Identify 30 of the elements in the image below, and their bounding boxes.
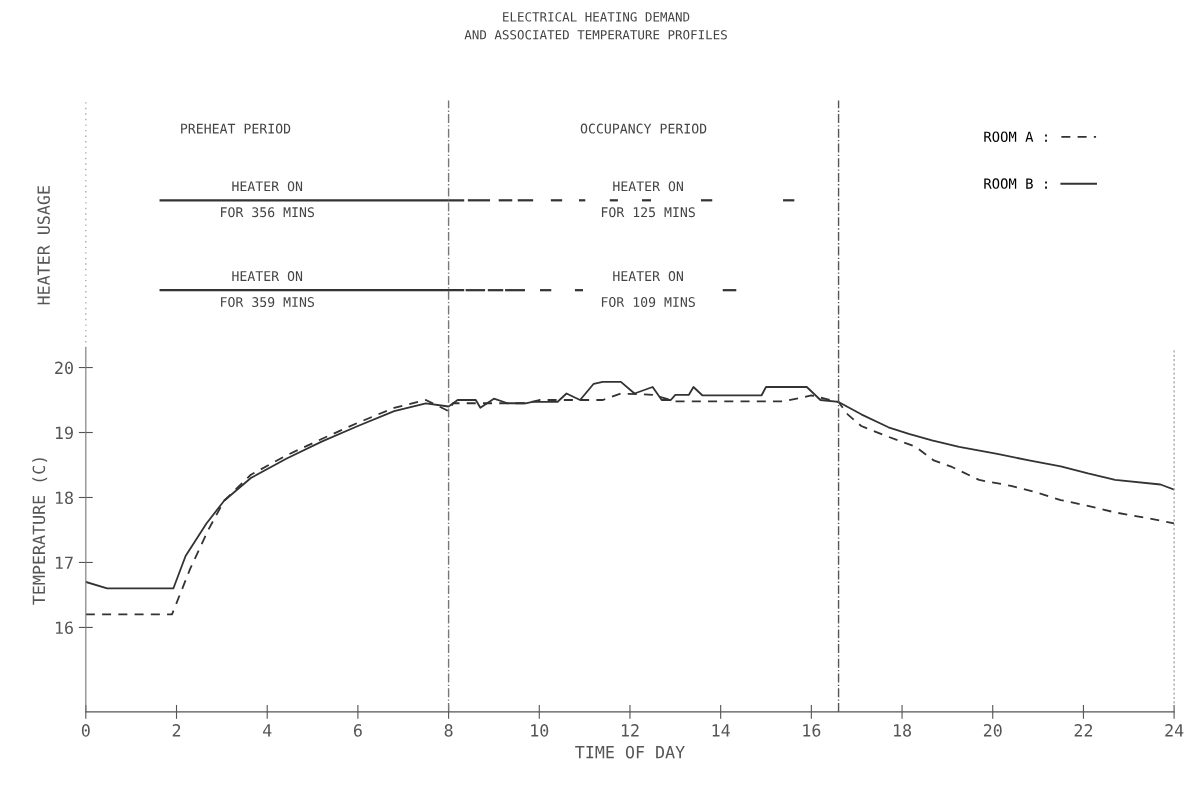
x-tick-label: 6 <box>353 724 362 737</box>
x-tick-label: 10 <box>531 724 549 737</box>
chart-title: ELECTRICAL HEATING DEMAND AND ASSOCIATED TEMPERATURE PROFILES <box>464 12 727 40</box>
x-tick-label: 16 <box>803 724 821 737</box>
x-axis-title: TIME OF DAY <box>575 745 685 759</box>
x-tick-label: 18 <box>894 724 912 737</box>
y-tick-label: 20 <box>55 361 73 375</box>
x-tick-label: 0 <box>81 724 90 737</box>
x-tick-label: 24 <box>1165 724 1184 737</box>
text: PREHEAT PERIOD <box>181 123 291 134</box>
y-axis-title: TEMPERATURE (C) <box>32 458 48 605</box>
x-tick-label: 14 <box>712 724 730 737</box>
x-tick-label: 2 <box>172 724 181 737</box>
text: HEATER ON FOR 356 MINS <box>221 181 314 218</box>
text: HEATER ON FOR 359 MINS <box>221 271 314 308</box>
text: OCCUPANCY PERIOD <box>580 123 707 134</box>
text: HEATER ON FOR 109 MINS <box>601 271 695 308</box>
text: HEATER USAGE <box>37 186 50 305</box>
x-tick-label: 4 <box>263 724 272 737</box>
y-tick-label: 16 <box>55 621 73 635</box>
legend-label: ROOM B : <box>984 178 1047 189</box>
x-tick-label: 20 <box>983 724 1002 737</box>
text: HEATER ON FOR 125 MINS <box>601 181 695 218</box>
y-tick-label: 19 <box>55 426 73 440</box>
x-tick-label: 12 <box>621 724 639 737</box>
x-tick-label: 8 <box>444 724 453 737</box>
legend-label: ROOM A : <box>984 131 1047 142</box>
y-tick-label: 18 <box>55 491 73 505</box>
x-tick-label: 22 <box>1074 724 1093 737</box>
y-tick-label: 17 <box>55 556 73 569</box>
